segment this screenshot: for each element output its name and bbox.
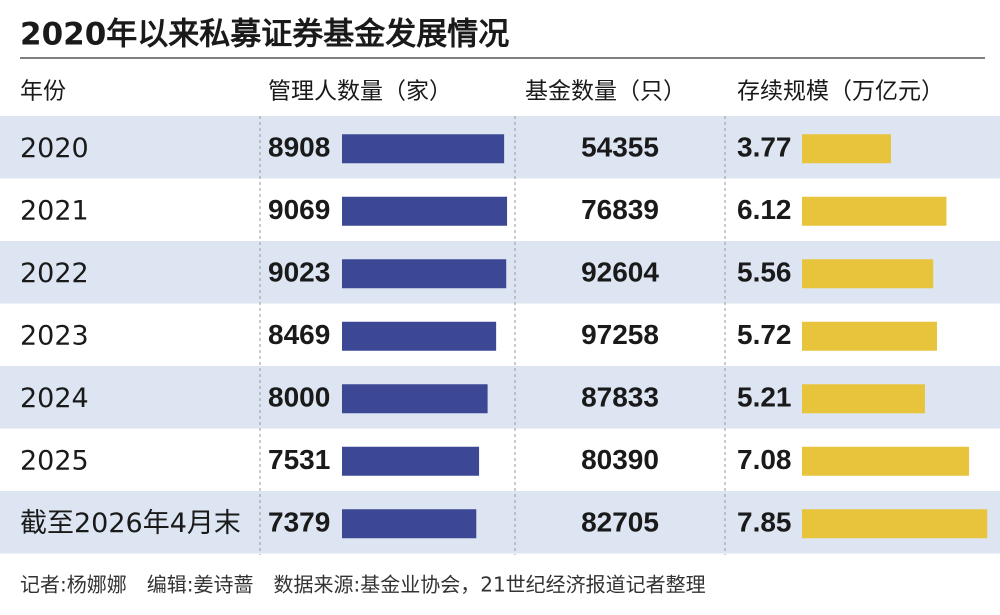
column-header: 年份 xyxy=(20,79,66,105)
footer: 记者:杨娜娜 编辑:姜诗蔷 数据来源:基金业协会，21世纪经济报道记者整理 xyxy=(20,573,706,597)
manager-bar xyxy=(342,259,507,289)
manager-count: 8000 xyxy=(268,382,330,413)
column-header: 管理人数量（家） xyxy=(268,79,452,105)
manager-bar xyxy=(342,384,488,414)
column-header: 存续规模（万亿元） xyxy=(737,79,944,105)
fund-count: 97258 xyxy=(581,319,659,350)
fund-count: 92604 xyxy=(581,257,659,288)
manager-count: 8908 xyxy=(268,132,330,163)
year-label: 2024 xyxy=(20,383,89,414)
manager-count: 7531 xyxy=(268,444,330,475)
scale-bar xyxy=(802,384,925,414)
manager-count: 9069 xyxy=(268,194,330,225)
scale-value: 3.77 xyxy=(737,132,792,163)
fund-count: 54355 xyxy=(581,132,659,163)
scale-value: 7.85 xyxy=(737,507,792,538)
scale-bar xyxy=(802,321,937,351)
year-label: 2025 xyxy=(20,445,89,476)
year-label: 2023 xyxy=(20,320,89,351)
manager-bar xyxy=(342,509,477,539)
scale-bar xyxy=(802,134,891,164)
scale-value: 5.21 xyxy=(737,382,792,413)
manager-count: 8469 xyxy=(268,319,330,350)
scale-bar xyxy=(802,446,970,476)
scale-value: 6.12 xyxy=(737,194,792,225)
year-label: 2021 xyxy=(20,195,89,226)
manager-count: 7379 xyxy=(268,507,330,538)
year-label: 截至2026年4月末 xyxy=(20,508,241,539)
scale-bar xyxy=(802,259,934,289)
column-header: 基金数量（只） xyxy=(525,79,686,105)
fund-count: 80390 xyxy=(581,444,659,475)
year-label: 2020 xyxy=(20,133,89,164)
scale-value: 5.72 xyxy=(737,319,792,350)
manager-count: 9023 xyxy=(268,257,330,288)
scale-bar xyxy=(802,509,988,539)
fund-count: 87833 xyxy=(581,382,659,413)
year-label: 2022 xyxy=(20,258,89,289)
manager-bar xyxy=(342,134,505,164)
scale-bar xyxy=(802,196,947,226)
fund-count: 82705 xyxy=(581,507,659,538)
manager-bar xyxy=(342,196,508,226)
manager-bar xyxy=(342,321,497,351)
scale-value: 7.08 xyxy=(737,444,792,475)
manager-bar xyxy=(342,446,480,476)
title: 2020年以来私募证券基金发展情况 xyxy=(20,17,509,53)
fund-count: 76839 xyxy=(581,194,659,225)
scale-value: 5.56 xyxy=(737,257,792,288)
